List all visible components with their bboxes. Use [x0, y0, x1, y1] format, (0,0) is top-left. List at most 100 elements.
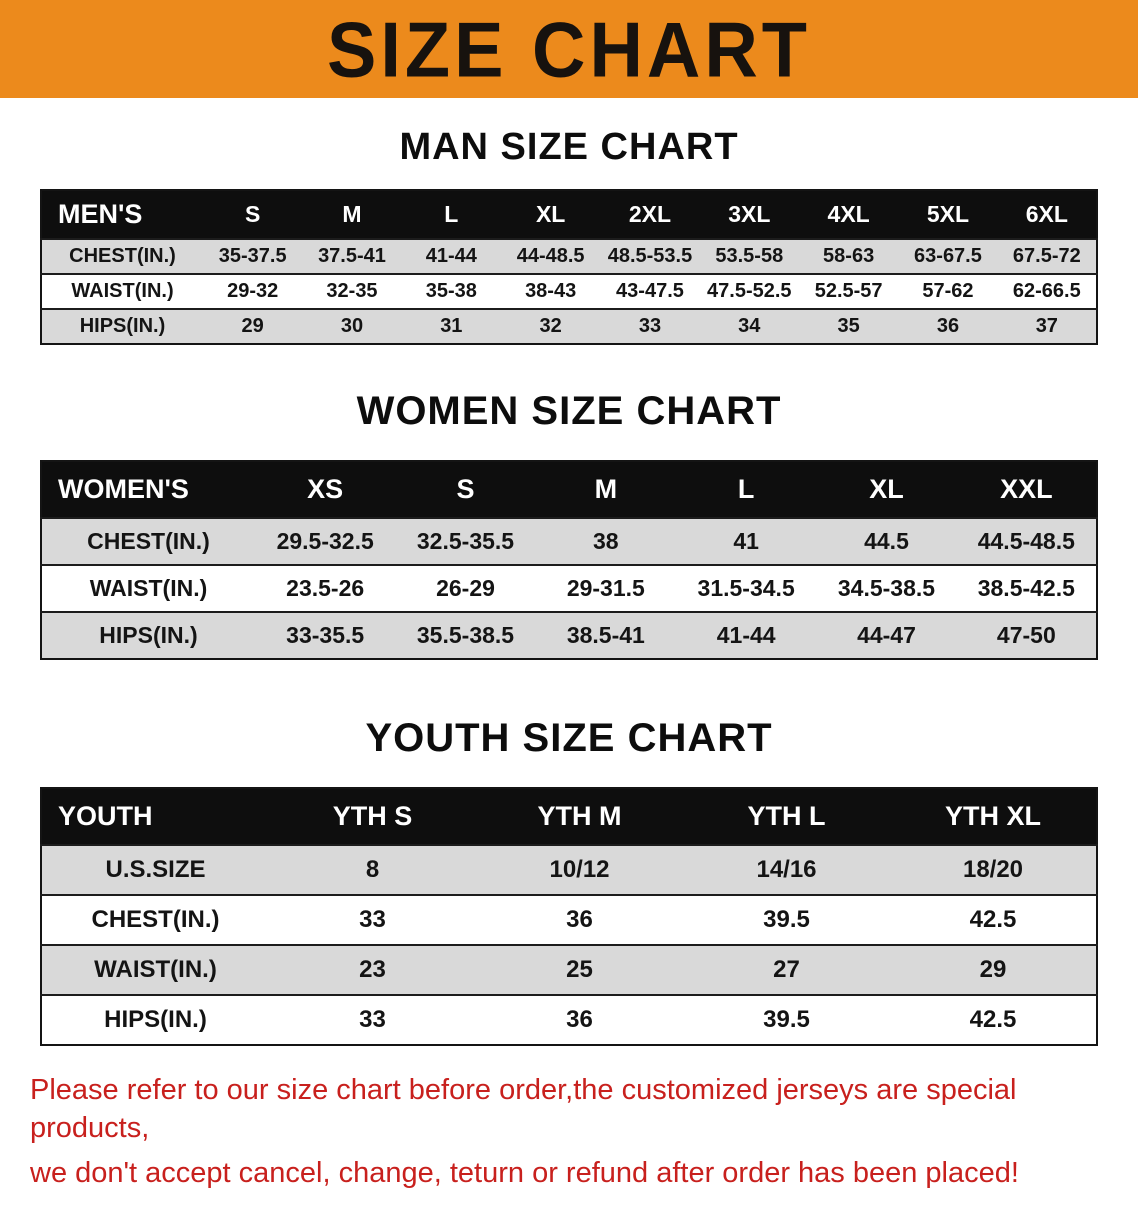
row-label-cell: CHEST(IN.): [41, 894, 269, 945]
size-value-cell: 31.5-34.5: [675, 564, 817, 612]
size-value-cell: 32: [500, 308, 601, 344]
size-value-cell: 38.5-41: [535, 611, 676, 659]
size-value-cell: 43-47.5: [600, 273, 700, 309]
row-label-cell: CHEST(IN.): [41, 238, 203, 274]
measurement-row: CHEST(IN.) 33 36 39.5 42.5: [41, 894, 1097, 945]
size-column-header: M: [535, 461, 676, 518]
size-value-cell: 8: [269, 844, 476, 895]
size-value-cell: 41-44: [401, 238, 501, 274]
size-value-cell: 29: [890, 944, 1097, 995]
size-column-header: YTH XL: [890, 788, 1097, 845]
size-value-cell: 44-48.5: [500, 238, 601, 274]
size-chart-banner: SIZE CHART: [0, 0, 1138, 98]
men-size-section: MAN SIZE CHART MEN'S S M L XL 2XL 3XL 4XL 5XL 6XL…: [0, 98, 1138, 345]
size-value-cell: 42.5: [890, 894, 1097, 945]
table-header-row: WOMEN'S XS S M L XL XXL: [41, 461, 1097, 518]
size-column-header: L: [401, 190, 501, 239]
size-value-cell: 62-66.5: [997, 273, 1097, 309]
size-column-header: XS: [255, 461, 396, 518]
size-value-cell: 53.5-58: [699, 238, 799, 274]
size-value-cell: 29-32: [203, 273, 303, 309]
row-label-cell: U.S.SIZE: [41, 844, 269, 895]
order-disclaimer: Please refer to our size chart before or…: [0, 1046, 1138, 1213]
table-title-cell: YOUTH: [41, 788, 269, 845]
size-value-cell: 23.5-26: [255, 564, 396, 612]
row-label-cell: WAIST(IN.): [41, 273, 203, 309]
size-value-cell: 35: [798, 308, 899, 344]
table-header-row: YOUTH YTH S YTH M YTH L YTH XL: [41, 788, 1097, 845]
row-label-cell: WAIST(IN.): [41, 564, 255, 612]
table-title-cell: MEN'S: [41, 190, 203, 239]
size-column-header: 5XL: [898, 190, 998, 239]
size-value-cell: 41-44: [675, 611, 817, 659]
measurement-row: CHEST(IN.) 35-37.5 37.5-41 41-44 44-48.5 48.5…: [41, 238, 1097, 274]
women-size-table: WOMEN'S XS S M L XL XXL CHEST(IN.) 29.5-32.5 32.5…: [40, 460, 1098, 660]
size-value-cell: 35-37.5: [203, 238, 303, 274]
size-value-cell: 38.5-42.5: [956, 564, 1097, 612]
size-value-cell: 44-47: [816, 611, 957, 659]
size-column-header: XXL: [956, 461, 1097, 518]
size-value-cell: 38: [535, 517, 676, 565]
youth-size-table: YOUTH YTH S YTH M YTH L YTH XL U.S.SIZE 8 10/12…: [40, 787, 1098, 1046]
measurement-row: HIPS(IN.) 33 36 39.5 42.5: [41, 994, 1097, 1045]
size-column-header: YTH S: [269, 788, 476, 845]
size-value-cell: 48.5-53.5: [600, 238, 700, 274]
size-value-cell: 33: [269, 894, 476, 945]
measurement-row: WAIST(IN.) 29-32 32-35 35-38 38-43 43-47.5 47.…: [41, 273, 1097, 309]
table-header-row: MEN'S S M L XL 2XL 3XL 4XL 5XL 6XL: [41, 190, 1097, 239]
size-value-cell: 31: [401, 308, 501, 344]
disclaimer-line-1: Please refer to our size chart before or…: [30, 1074, 1017, 1144]
size-value-cell: 67.5-72: [997, 238, 1097, 274]
size-value-cell: 30: [302, 308, 402, 344]
size-value-cell: 33: [600, 308, 700, 344]
size-column-header: 6XL: [997, 190, 1097, 239]
table-title-cell: WOMEN'S: [41, 461, 255, 518]
size-value-cell: 32-35: [302, 273, 402, 309]
size-value-cell: 36: [476, 894, 683, 945]
size-value-cell: 35.5-38.5: [395, 611, 536, 659]
size-value-cell: 39.5: [683, 894, 890, 945]
measurement-row: HIPS(IN.) 29 30 31 32 33 34 35 36 37: [41, 308, 1097, 344]
measurement-row: U.S.SIZE 8 10/12 14/16 18/20: [41, 844, 1097, 895]
youth-section-heading: YOUTH SIZE CHART: [365, 716, 773, 760]
measurement-row: WAIST(IN.) 23 25 27 29: [41, 944, 1097, 995]
size-column-header: 4XL: [798, 190, 899, 239]
size-value-cell: 23: [269, 944, 476, 995]
size-value-cell: 38-43: [500, 273, 601, 309]
disclaimer-line-2: we don't accept cancel, change, teturn o…: [30, 1157, 1019, 1190]
size-value-cell: 32.5-35.5: [395, 517, 536, 565]
size-value-cell: 63-67.5: [898, 238, 998, 274]
size-value-cell: 42.5: [890, 994, 1097, 1045]
size-value-cell: 33: [269, 994, 476, 1045]
women-size-section: WOMEN SIZE CHART WOMEN'S XS S M L XL XXL CHEST(…: [0, 345, 1138, 660]
size-value-cell: 25: [476, 944, 683, 995]
size-value-cell: 47-50: [956, 611, 1097, 659]
size-column-header: XL: [500, 190, 601, 239]
size-value-cell: 39.5: [683, 994, 890, 1045]
row-label-cell: HIPS(IN.): [41, 308, 203, 344]
size-value-cell: 29-31.5: [535, 564, 676, 612]
measurement-row: CHEST(IN.) 29.5-32.5 32.5-35.5 38 41 44.5 44.5…: [41, 517, 1097, 565]
measurement-row: HIPS(IN.) 33-35.5 35.5-38.5 38.5-41 41-44 44-…: [41, 611, 1097, 659]
size-value-cell: 44.5-48.5: [956, 517, 1097, 565]
size-value-cell: 27: [683, 944, 890, 995]
size-value-cell: 34.5-38.5: [816, 564, 957, 612]
size-value-cell: 29.5-32.5: [255, 517, 396, 565]
size-value-cell: 29: [203, 308, 303, 344]
youth-size-section: YOUTH SIZE CHART YOUTH YTH S YTH M YTH L YTH…: [0, 660, 1138, 1046]
size-value-cell: 35-38: [401, 273, 501, 309]
size-value-cell: 36: [476, 994, 683, 1045]
size-value-cell: 18/20: [890, 844, 1097, 895]
size-value-cell: 47.5-52.5: [699, 273, 799, 309]
size-value-cell: 52.5-57: [798, 273, 899, 309]
measurement-row: WAIST(IN.) 23.5-26 26-29 29-31.5 31.5-34.5 34…: [41, 564, 1097, 612]
size-column-header: 2XL: [600, 190, 700, 239]
row-label-cell: WAIST(IN.): [41, 944, 269, 995]
row-label-cell: CHEST(IN.): [41, 517, 255, 565]
size-column-header: YTH L: [683, 788, 890, 845]
size-value-cell: 57-62: [898, 273, 998, 309]
size-value-cell: 37: [997, 308, 1097, 344]
row-label-cell: HIPS(IN.): [41, 611, 255, 659]
size-value-cell: 26-29: [395, 564, 536, 612]
size-column-header: L: [675, 461, 817, 518]
